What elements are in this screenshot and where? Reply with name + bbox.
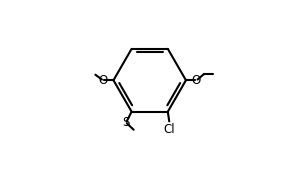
Text: Cl: Cl [163, 123, 175, 136]
Text: O: O [98, 74, 108, 87]
Text: O: O [192, 74, 201, 87]
Text: S: S [122, 116, 130, 129]
